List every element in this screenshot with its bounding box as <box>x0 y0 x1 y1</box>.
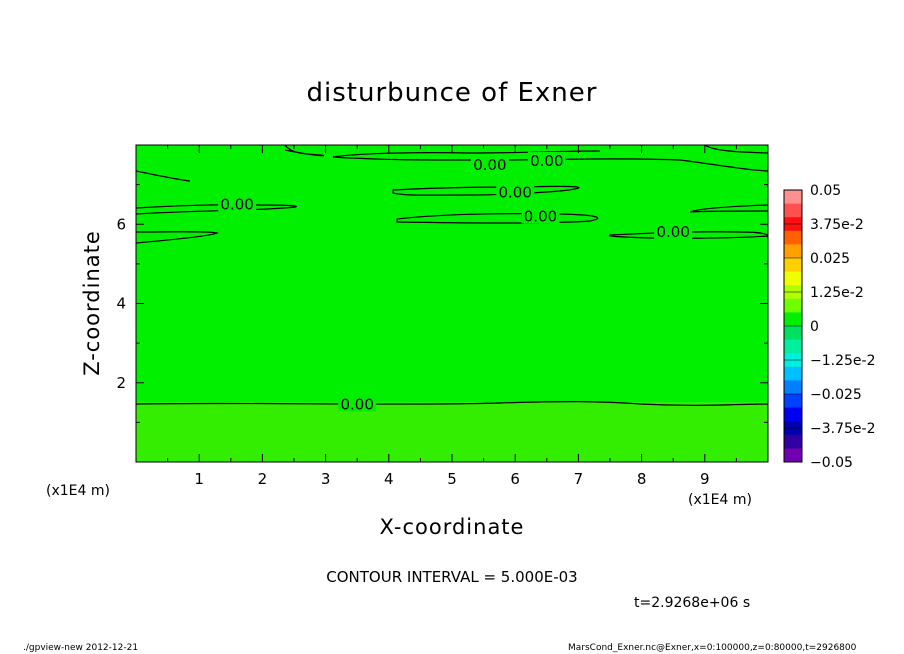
plot-area <box>136 145 768 462</box>
x-tick-label: 9 <box>700 470 710 488</box>
x-tick-label: 5 <box>447 470 457 488</box>
contour-line-6 <box>332 150 601 158</box>
chart-title: disturbunce of Exner <box>306 78 598 108</box>
contour-line-4 <box>284 144 325 157</box>
contour-line-2 <box>135 204 297 215</box>
colorbar-label: −0.025 <box>810 387 862 403</box>
x-tick-label: 1 <box>194 470 204 488</box>
x-tick-label: 4 <box>384 470 394 488</box>
contour-label: 0.00 <box>656 223 689 241</box>
x-unit-label-left: (x1E4 m) <box>46 483 110 499</box>
contour-line-1 <box>135 170 191 182</box>
colorbar-label: 0 <box>810 319 819 335</box>
x-axis-label: X-coordinate <box>379 515 525 539</box>
x-tick-label: 6 <box>510 470 520 488</box>
contour-label-bg-6 <box>338 395 377 412</box>
colorbar-label: 0.05 <box>810 183 841 199</box>
contour-label-bg-0 <box>470 155 509 172</box>
colorbar-label: −1.25e-2 <box>810 353 875 369</box>
y-tick-label: 2 <box>116 374 126 392</box>
y-axis-label: Z-coordinate <box>80 230 104 376</box>
footer-left: ./gpview-new 2012-12-21 <box>23 643 139 653</box>
y-tick-label: 4 <box>116 295 126 313</box>
colorbar-segment <box>784 407 802 422</box>
colorbar-segment <box>784 203 802 218</box>
contour-label-bg-2 <box>218 195 257 212</box>
contour-label: 0.00 <box>340 396 373 414</box>
contour-line-3 <box>135 231 219 244</box>
contour-label: 0.00 <box>498 184 531 202</box>
colorbar-label: −3.75e-2 <box>810 421 875 437</box>
colorbar-segment <box>784 190 802 205</box>
contour-line-10 <box>689 204 769 213</box>
colorbar-segment <box>784 380 802 395</box>
colorbar-label: −0.05 <box>810 455 853 471</box>
colorbar-segment <box>784 298 802 313</box>
colorbar-segment <box>784 271 802 286</box>
colorbar-segment <box>784 230 802 245</box>
fill-region-1 <box>136 402 768 462</box>
colorbar: 0.05 3.75e-2 0.025 1.25e-2 0 −1.25e-2 −0.025 −3… <box>783 183 875 471</box>
time-label: t=2.9268e+06 s <box>634 595 751 611</box>
colorbar-segment <box>784 434 802 449</box>
contour-label: 0.00 <box>530 152 563 170</box>
colorbar-segment <box>784 394 802 409</box>
contour-line-7 <box>704 144 769 154</box>
contour-label-bg-1 <box>527 151 566 168</box>
colorbar-label: 0.025 <box>810 251 850 267</box>
x-tick-label: 7 <box>574 470 584 488</box>
colorbar-segment <box>784 366 802 381</box>
colorbar-label: 3.75e-2 <box>810 217 864 233</box>
contour-line-9 <box>396 213 599 224</box>
contour-label: 0.00 <box>220 195 253 213</box>
contour-label-bg-4 <box>521 207 560 224</box>
colorbar-segment <box>784 448 802 463</box>
contour-line-0 <box>135 401 769 406</box>
contour-label-bg-3 <box>496 183 535 200</box>
colorbar-label: 1.25e-2 <box>810 285 864 301</box>
colorbar-segment <box>784 312 802 327</box>
footer-right: MarsCond_Exner.nc@Exner,x=0:100000,z=0:8… <box>568 643 857 653</box>
x-tick-label: 2 <box>258 470 268 488</box>
y-tick-label: 6 <box>116 215 126 233</box>
x-unit-label-right: (x1E4 m) <box>688 492 752 508</box>
x-tick-label: 8 <box>637 470 647 488</box>
x-tick-label: 3 <box>321 470 331 488</box>
contour-label: 0.00 <box>524 207 557 225</box>
colorbar-segment <box>784 258 802 273</box>
contour-labels: 0.00 0.00 0.00 0.00 0.00 0.00 0.00 <box>218 151 693 414</box>
contour-line-8 <box>392 185 580 196</box>
contour-interval-label: CONTOUR INTERVAL = 5.000E-03 <box>326 568 578 586</box>
contour-label-bg-5 <box>654 223 693 240</box>
colorbar-segment <box>784 244 802 259</box>
colorbar-segment <box>784 339 802 354</box>
colorbar-segment <box>784 326 802 341</box>
axes: 1 2 3 4 5 6 7 8 9 2 4 6 <box>116 144 769 488</box>
fill-region-0 <box>136 145 768 403</box>
contour-label: 0.00 <box>473 156 506 174</box>
